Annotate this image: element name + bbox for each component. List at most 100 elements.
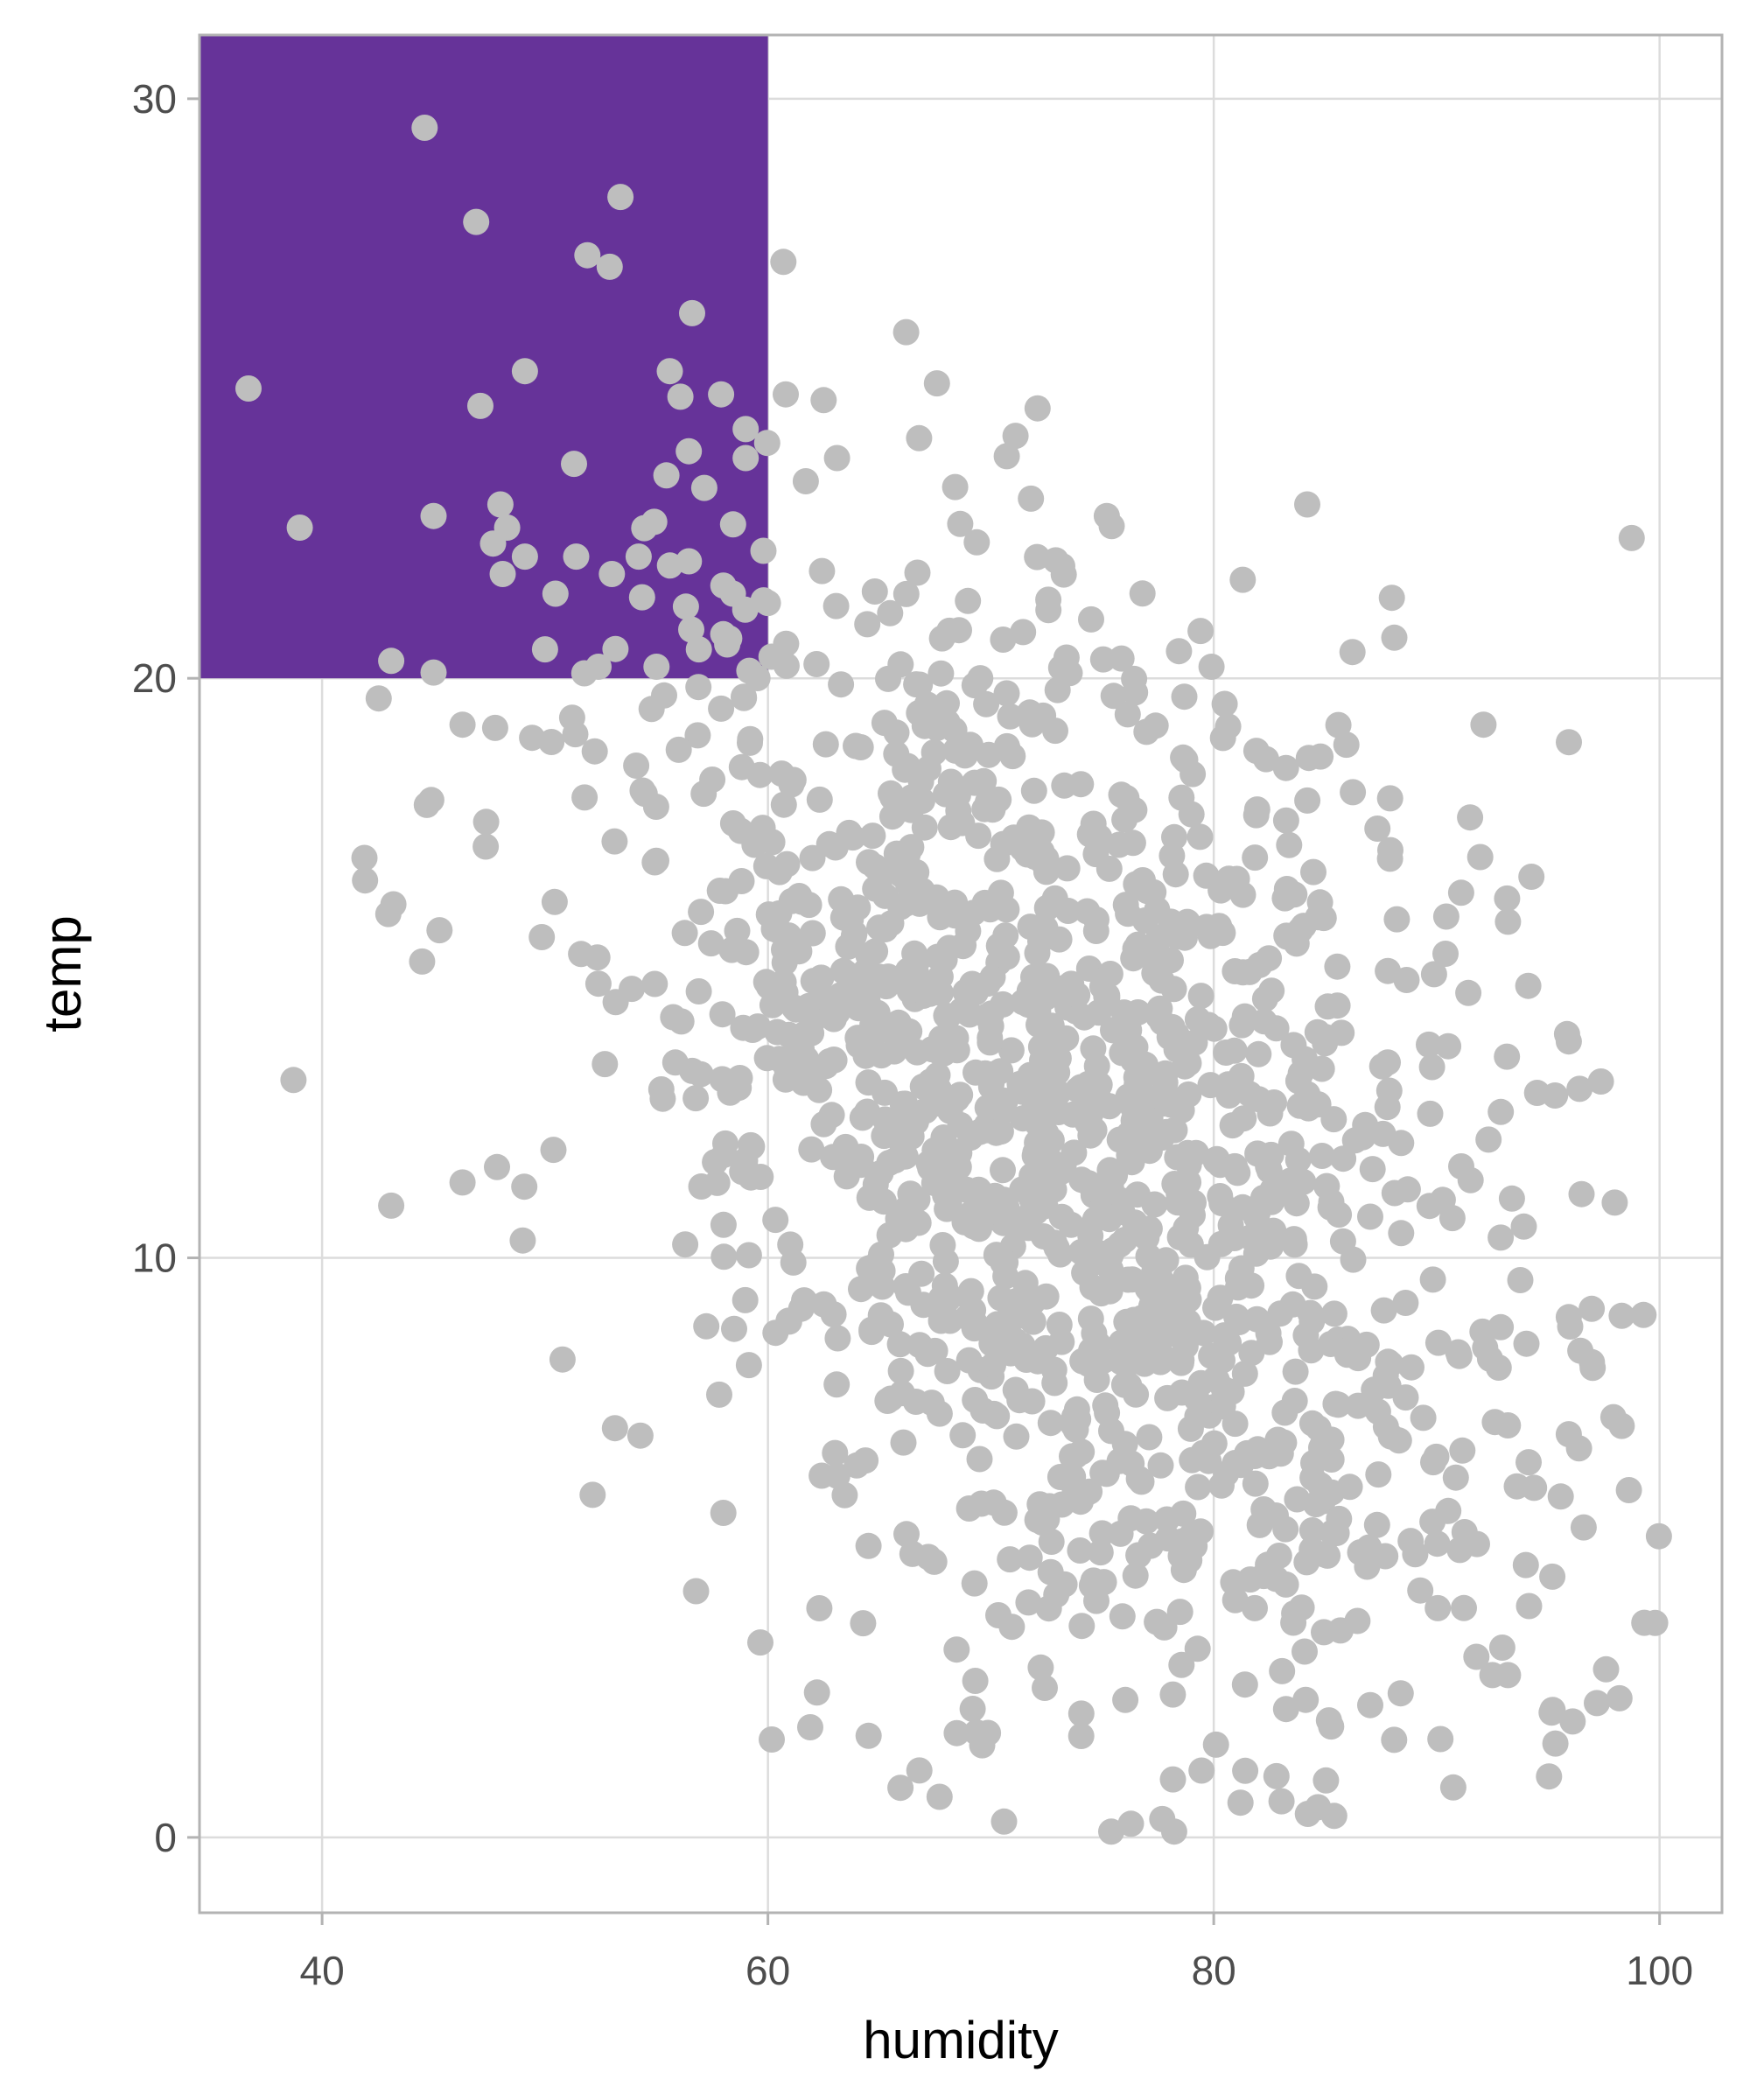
data-point <box>1068 1723 1095 1749</box>
data-point <box>990 1499 1018 1526</box>
data-point <box>892 580 920 607</box>
data-point <box>770 248 797 276</box>
data-point <box>1229 881 1256 908</box>
data-point <box>806 1076 833 1103</box>
data-point <box>1087 1539 1114 1566</box>
data-point <box>739 1017 766 1043</box>
data-point <box>878 780 904 807</box>
data-point <box>1112 892 1139 919</box>
data-point <box>1211 690 1238 718</box>
data-point <box>856 849 882 876</box>
data-point <box>1010 1105 1036 1132</box>
data-point <box>1159 1681 1186 1708</box>
data-point <box>1210 1376 1237 1403</box>
data-point <box>1449 1437 1476 1464</box>
data-point <box>1513 1330 1540 1357</box>
data-point <box>1470 711 1497 738</box>
data-point <box>1324 953 1351 980</box>
data-point <box>671 920 698 947</box>
data-point <box>1088 1181 1116 1208</box>
data-point <box>955 587 982 614</box>
data-point <box>800 968 827 995</box>
data-point <box>631 514 658 542</box>
data-point <box>859 822 886 850</box>
data-point <box>641 849 668 876</box>
data-point <box>1294 787 1321 814</box>
data-point <box>1206 913 1233 940</box>
data-point <box>1242 844 1269 872</box>
data-point <box>1121 665 1148 692</box>
data-point <box>1429 1186 1456 1214</box>
data-point <box>1038 1529 1065 1555</box>
data-point <box>1488 1098 1515 1125</box>
data-point <box>1322 1390 1349 1418</box>
data-point <box>1245 1040 1272 1068</box>
data-point <box>844 1452 871 1479</box>
data-point <box>1122 1102 1149 1130</box>
data-point <box>1432 941 1459 967</box>
data-point <box>856 1255 883 1282</box>
data-point <box>1166 1599 1194 1626</box>
data-point <box>592 1051 619 1078</box>
data-point <box>1111 806 1138 833</box>
data-point <box>1109 1603 1136 1630</box>
data-point <box>792 468 819 494</box>
data-point <box>1464 1530 1490 1558</box>
data-point <box>875 963 901 990</box>
data-point <box>1446 1342 1473 1369</box>
data-point <box>679 1057 706 1084</box>
data-point <box>972 1116 999 1144</box>
data-point <box>823 999 850 1026</box>
data-point <box>1168 784 1195 811</box>
data-point <box>950 932 977 959</box>
data-point <box>737 725 764 752</box>
data-point <box>1022 1139 1049 1166</box>
data-point <box>1186 823 1214 850</box>
data-point <box>976 896 1004 923</box>
data-point <box>904 559 931 586</box>
data-point <box>602 635 629 662</box>
data-point <box>928 979 954 1006</box>
data-point <box>1149 1805 1176 1832</box>
data-point <box>1329 1228 1356 1255</box>
data-point <box>1175 1081 1202 1108</box>
data-point <box>1243 796 1270 823</box>
data-point <box>942 889 969 916</box>
data-point <box>1312 1767 1340 1794</box>
data-point <box>1308 1055 1335 1082</box>
data-point <box>1068 1166 1096 1194</box>
data-point <box>1466 844 1494 871</box>
data-point <box>1198 654 1225 680</box>
data-point <box>856 1184 883 1211</box>
data-point <box>909 1073 936 1100</box>
data-point <box>511 1173 538 1200</box>
data-point <box>1381 624 1408 651</box>
data-point <box>1222 1152 1249 1180</box>
data-point <box>1231 1360 1258 1387</box>
data-point <box>1219 1072 1246 1099</box>
data-point <box>1134 1313 1161 1340</box>
data-point <box>563 543 590 570</box>
data-point <box>511 543 538 570</box>
data-point <box>1228 1012 1256 1039</box>
data-point <box>788 1035 815 1062</box>
data-point <box>1507 1267 1534 1293</box>
data-point <box>1113 1308 1140 1335</box>
data-point <box>969 1732 996 1759</box>
data-point <box>1012 1270 1039 1297</box>
data-point <box>1046 1241 1074 1268</box>
data-point <box>1340 779 1367 806</box>
data-point <box>1407 1577 1434 1604</box>
data-point <box>1209 1347 1236 1374</box>
data-point <box>1049 553 1075 579</box>
data-point <box>960 1213 987 1240</box>
data-point <box>688 1173 715 1200</box>
data-point <box>1018 485 1045 512</box>
data-point <box>1539 1563 1566 1590</box>
data-point <box>948 809 976 836</box>
data-point <box>1427 1726 1454 1753</box>
data-point <box>286 514 313 541</box>
data-point <box>799 844 826 872</box>
data-point <box>1618 524 1645 551</box>
data-point <box>822 1439 849 1466</box>
